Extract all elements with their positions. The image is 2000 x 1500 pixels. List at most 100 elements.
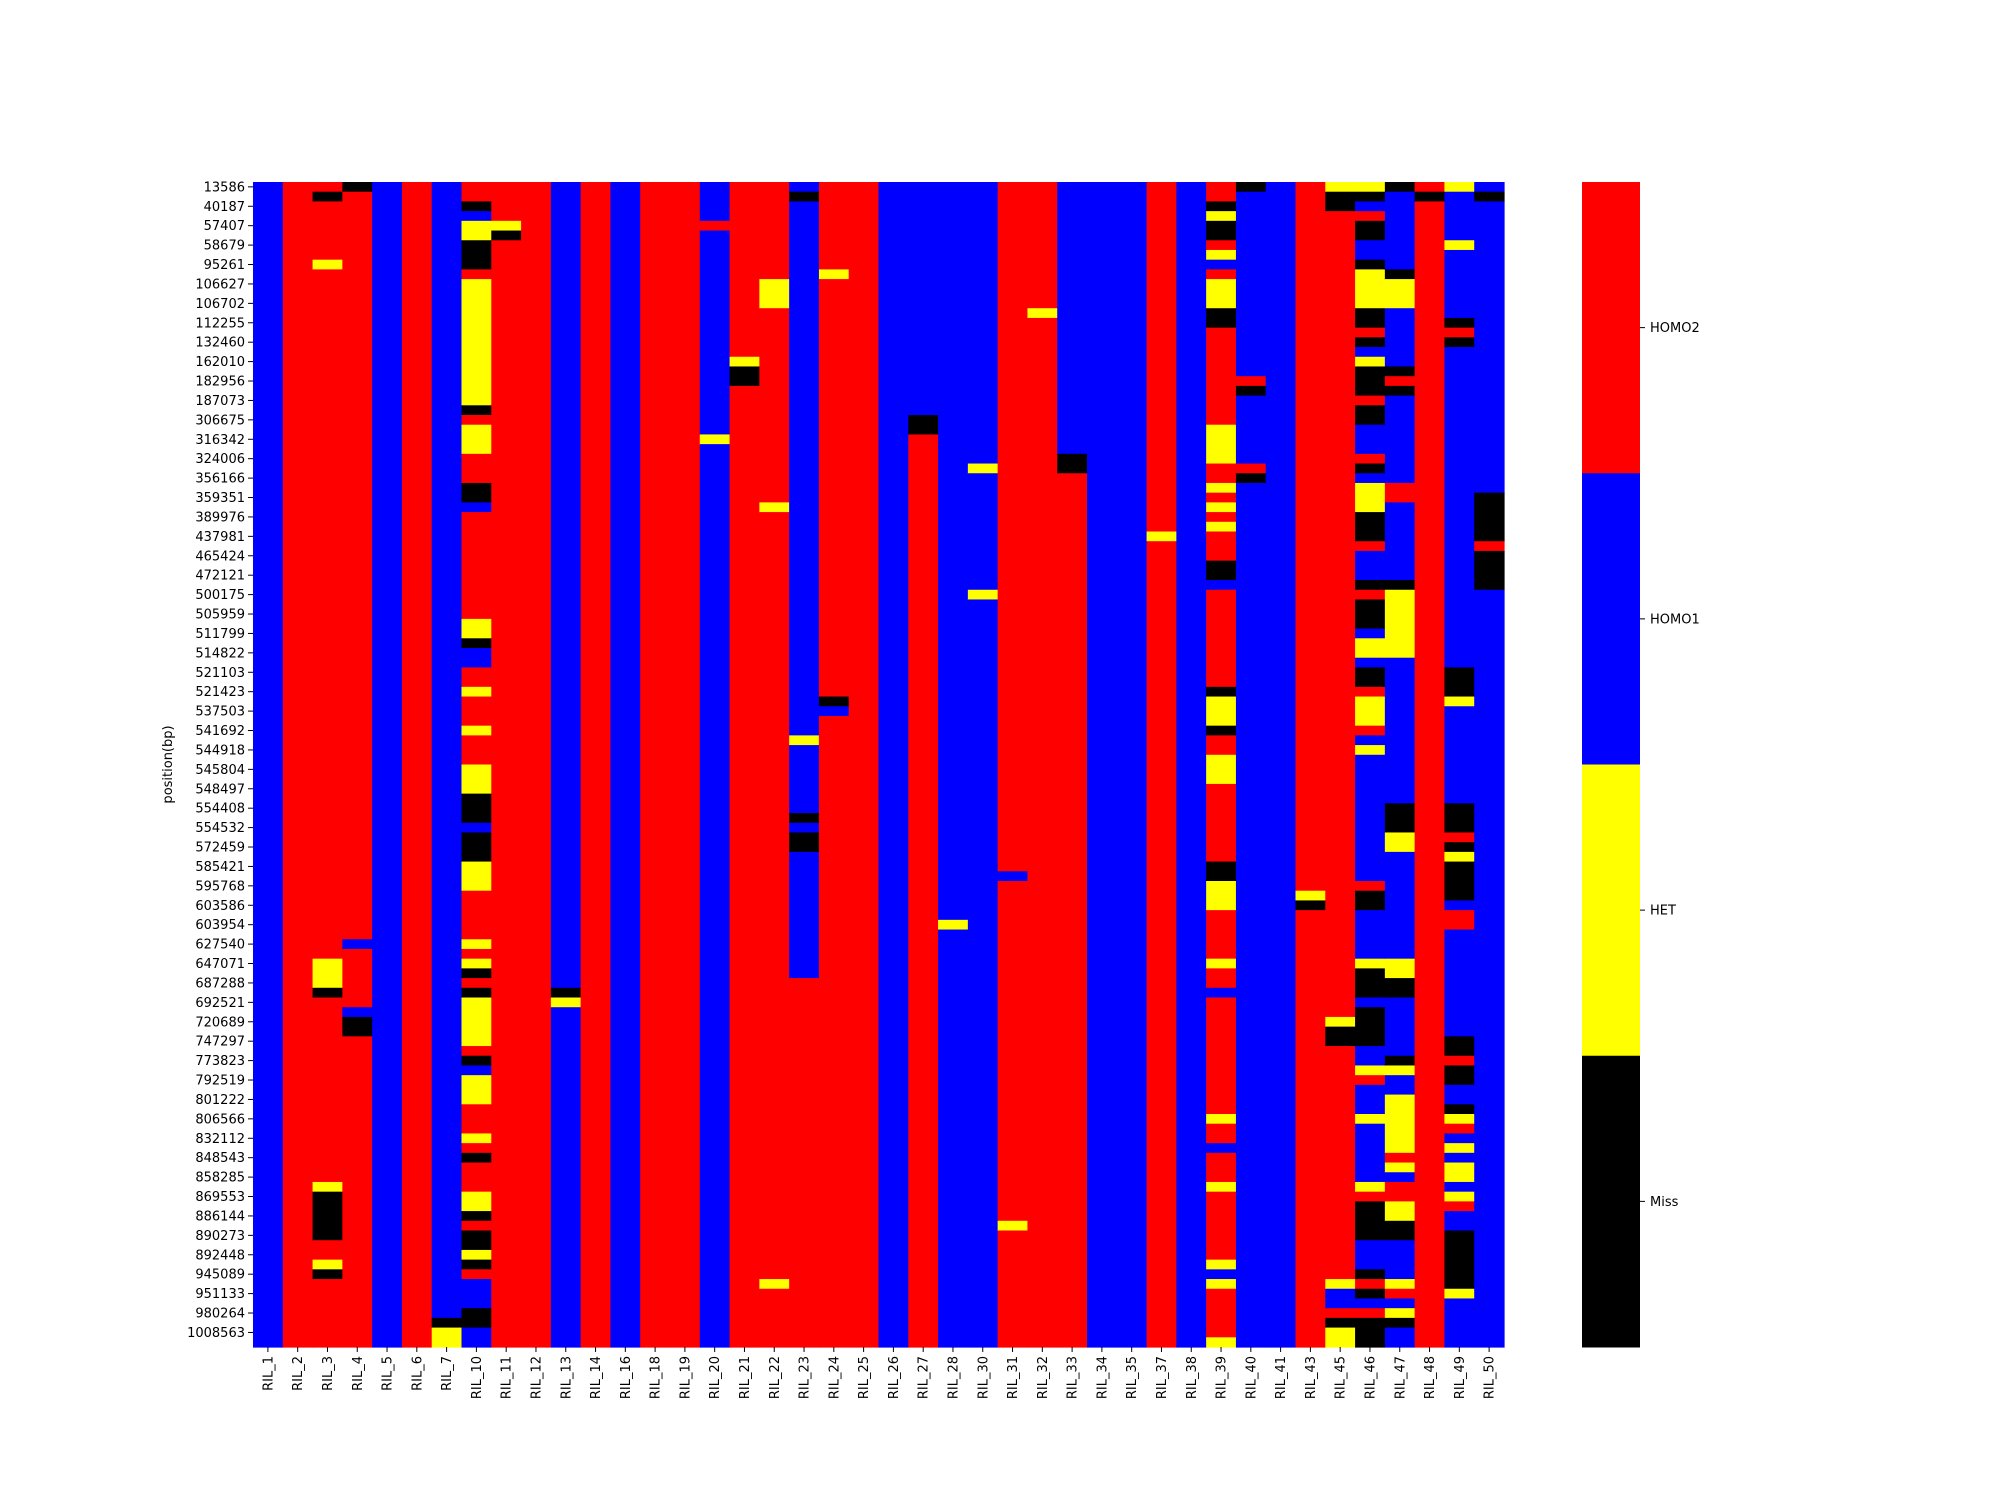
heatmap-cell-RIL_10-HET [461,279,492,406]
heatmap-cell-RIL_31-HOMO2 [997,881,1029,1222]
heatmap-cell-RIL_39-Miss [1206,220,1237,241]
heatmap-cell-RIL_4-Miss [342,182,373,193]
x-tick-label: RIL_48 [1423,1356,1438,1399]
heatmap-cell-RIL_47-Miss [1384,1055,1416,1067]
heatmap-cell-RIL_46-HOMO2 [1355,1191,1386,1202]
heatmap-cell-RIL_10-HOMO2 [461,453,492,484]
heatmap-cell-RIL_32-HOMO2 [1027,182,1058,309]
heatmap-cell-RIL_34-HOMO1 [1087,182,1118,1348]
heatmap-cell-RIL_49-HOMO1 [1444,900,1475,911]
heatmap-cell-RIL_3-Miss [312,987,343,999]
heatmap-cell-RIL_47-Miss [1384,1317,1416,1329]
heatmap-cell-RIL_47-HOMO1 [1384,395,1416,484]
heatmap-cell-RIL_10-Miss [461,638,492,649]
heatmap-cell-RIL_48-HOMO2 [1414,182,1446,193]
heatmap-cell-RIL_49-HOMO1 [1444,1211,1475,1232]
heatmap-cell-RIL_47-HOMO2 [1384,482,1416,503]
heatmap-cell-RIL_24-Miss [818,696,850,707]
heatmap-cell-RIL_46-HOMO1 [1355,754,1386,882]
heatmap-cell-RIL_4-HOMO2 [342,191,373,940]
y-tick-label: 187073 [195,394,245,409]
colorbar-swatch-homo2 [1582,182,1640,474]
x-tick-label: RIL_46 [1363,1356,1378,1399]
heatmap-cell-RIL_47-HOMO2 [1384,1152,1416,1164]
heatmap-cell-RIL_45-HET [1325,1279,1356,1290]
x-tick-label: RIL_18 [649,1356,664,1399]
heatmap-cell-RIL_3-HOMO2 [312,1240,343,1261]
y-tick-label: 545804 [195,763,245,778]
heatmap-cell-RIL_25-HOMO2 [848,182,880,1348]
heatmap-cell-RIL_46-HOMO2 [1355,881,1386,892]
heatmap-cell-RIL_10-Miss [461,1211,492,1222]
heatmap-cell-RIL_10-Miss [461,968,492,979]
y-tick-label: 95261 [204,258,245,273]
heatmap-cell-RIL_10-HOMO1 [461,502,492,513]
heatmap-cell-RIL_39-Miss [1206,686,1237,698]
heatmap-cell-RIL_40-Miss [1235,473,1267,484]
heatmap-cell-RIL_49-HOMO2 [1444,1201,1475,1212]
heatmap-cell-RIL_10-HET [461,1133,492,1144]
heatmap-cell-RIL_47-HET [1384,279,1416,309]
x-tick-label: RIL_45 [1334,1356,1349,1399]
heatmap-cell-RIL_46-HOMO1 [1355,1084,1386,1115]
heatmap-cell-RIL_49-HOMO1 [1444,1152,1475,1164]
colorbar-label-homo2: HOMO2 [1650,321,1700,336]
heatmap-cell-RIL_39-Miss [1206,308,1237,329]
heatmap-cell-RIL_39-HOMO1 [1206,987,1237,999]
x-tick-label: RIL_14 [589,1356,604,1399]
heatmap-cell-RIL_39-Miss [1206,201,1237,212]
heatmap-cell-RIL_49-HET [1444,851,1475,863]
heatmap-cell-RIL_11-HET [491,220,522,232]
heatmap-cell-RIL_10-HOMO2 [461,269,492,280]
heatmap-cell-RIL_47-Miss [1384,385,1416,397]
heatmap-cell-RIL_46-HOMO2 [1355,1075,1386,1086]
heatmap-cell-RIL_47-Miss [1384,182,1416,193]
heatmap-cell-RIL_3-HOMO2 [312,1279,343,1348]
heatmap-cell-RIL_3-HOMO2 [312,997,343,1183]
y-tick-label: 603586 [195,899,245,914]
y-tick-label: 541692 [195,724,245,739]
heatmap-cell-RIL_23-Miss [789,813,820,824]
heatmap-cell-RIL_39-HOMO2 [1206,463,1237,484]
x-tick-label: RIL_37 [1155,1356,1170,1399]
heatmap-cell-RIL_10-Miss [461,482,492,503]
heatmap-cell-RIL_10-Miss [461,1308,492,1329]
heatmap-cell-RIL_39-HET [1206,521,1237,533]
heatmap-cell-RIL_46-HOMO1 [1355,240,1386,261]
heatmap-cell-RIL_10-Miss [461,1230,492,1251]
heatmap-cell-RIL_37-HET [1146,531,1177,542]
heatmap-cell-RIL_49-HOMO1 [1444,249,1475,319]
heatmap-cell-RIL_46-Miss [1355,1288,1386,1300]
heatmap-cell-RIL_4-Miss [342,1016,373,1037]
heatmap-cell-RIL_39-HOMO2 [1206,182,1237,203]
heatmap-cell-RIL_10-Miss [461,405,492,416]
y-tick-label: 389976 [195,510,245,525]
heatmap-cell-RIL_46-HOMO2 [1355,1308,1386,1319]
heatmap-cell-RIL_22-HET [759,279,790,309]
heatmap-cell-RIL_46-Miss [1355,405,1386,426]
heatmap-cell-RIL_39-HOMO2 [1206,492,1237,503]
heatmap-cell-RIL_22-HOMO2 [759,308,790,503]
heatmap-cell-RIL_49-HOMO2 [1444,910,1475,931]
x-tick-label: RIL_49 [1453,1356,1468,1399]
y-tick-label: 40187 [204,200,245,215]
heatmap-cell-RIL_49-Miss [1444,861,1475,902]
heatmap-cell-RIL_46-HET [1355,269,1386,309]
heatmap-cell-RIL_23-Miss [789,832,820,853]
heatmap-cell-RIL_10-HOMO2 [461,1104,492,1135]
heatmap-cell-RIL_40-Miss [1235,182,1267,193]
heatmap-cell-RIL_23-HOMO1 [789,822,820,834]
heatmap-cell-RIL_49-Miss [1444,1065,1475,1086]
x-tick-label: RIL_30 [976,1356,991,1399]
heatmap-cell-RIL_23-HOMO1 [789,851,820,979]
heatmap-cell-RIL_40-HOMO1 [1235,191,1267,377]
heatmap-cell-RIL_39-HET [1206,696,1237,727]
y-tick-label: 537503 [195,705,245,720]
heatmap-cell-RIL_26-HOMO1 [878,182,909,1348]
heatmap-cell-RIL_10-HOMO1 [461,1279,492,1309]
heatmap-cell-RIL_10-Miss [461,832,492,863]
heatmap-cell-RIL_3-HET [312,958,343,989]
heatmap-cell-RIL_3-Miss [312,1269,343,1280]
heatmap-cell-RIL_46-Miss [1355,580,1386,591]
